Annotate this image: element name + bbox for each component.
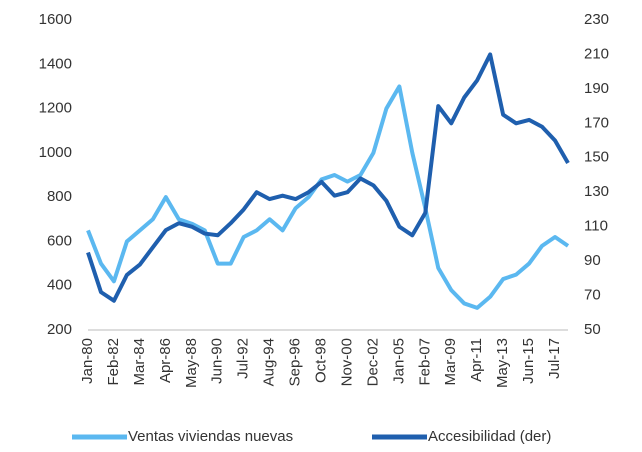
- x-tick-label: Jul-17: [546, 338, 563, 379]
- x-tick-label: Jul-92: [235, 338, 252, 379]
- x-tick-label: Dec-02: [364, 338, 381, 386]
- y2-tick-label: 210: [584, 45, 609, 62]
- y-tick-label: 200: [47, 321, 72, 338]
- x-tick-label: Feb-07: [416, 338, 433, 386]
- y2-tick-label: 70: [584, 287, 601, 304]
- y-tick-label: 400: [47, 277, 72, 294]
- x-tick-label: Apr-11: [468, 338, 485, 382]
- x-tick-label: Oct-98: [312, 338, 329, 383]
- x-tick-label: Jan-05: [390, 338, 407, 384]
- legend-label: Ventas viviendas nuevas: [128, 428, 293, 445]
- x-tick-label: Aug-94: [261, 338, 278, 386]
- x-tick-label: Sep-96: [287, 338, 304, 386]
- x-tick-label: May-88: [183, 338, 200, 388]
- series-line: [86, 52, 570, 303]
- x-tick-label: Apr-86: [157, 338, 174, 383]
- y2-tick-label: 150: [584, 149, 609, 166]
- y-tick-label: 1000: [39, 144, 72, 161]
- y-tick-label: 1600: [39, 11, 72, 28]
- x-tick-label: Mar-09: [442, 338, 459, 386]
- x-tick-label: Mar-84: [131, 338, 148, 386]
- series-line: [86, 84, 570, 310]
- x-tick-label: Feb-82: [105, 338, 122, 386]
- y2-tick-label: 170: [584, 114, 609, 131]
- y-tick-label: 600: [47, 232, 72, 249]
- y2-tick-label: 130: [584, 183, 609, 200]
- y2-tick-label: 90: [584, 252, 601, 269]
- legend-label: Accesibilidad (der): [428, 428, 551, 445]
- y2-tick-label: 110: [584, 218, 608, 235]
- x-tick-label: May-13: [494, 338, 511, 388]
- y-tick-label: 1200: [39, 100, 72, 117]
- x-tick-label: Jun-15: [520, 338, 537, 384]
- x-tick-label: Nov-00: [338, 338, 355, 386]
- x-tick-label: Jan-80: [79, 338, 96, 384]
- y-tick-label: 800: [47, 188, 72, 205]
- y-tick-label: 1400: [39, 55, 72, 72]
- x-tick-label: Jun-90: [209, 338, 226, 384]
- y2-tick-label: 190: [584, 80, 609, 97]
- y2-tick-label: 50: [584, 321, 601, 338]
- y2-tick-label: 230: [584, 11, 609, 28]
